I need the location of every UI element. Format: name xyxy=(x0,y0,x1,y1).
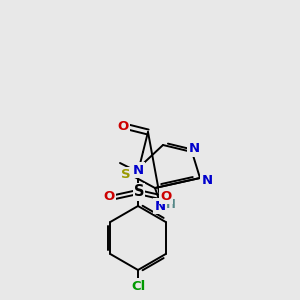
Text: N: N xyxy=(132,164,144,176)
Text: O: O xyxy=(103,190,115,202)
Text: N: N xyxy=(188,142,200,155)
Text: O: O xyxy=(117,119,129,133)
Text: Cl: Cl xyxy=(131,280,145,292)
Text: H: H xyxy=(166,197,176,211)
Text: O: O xyxy=(160,190,172,202)
Text: S: S xyxy=(134,184,144,200)
Text: N: N xyxy=(154,200,166,212)
Text: N: N xyxy=(201,173,213,187)
Text: S: S xyxy=(121,169,131,182)
